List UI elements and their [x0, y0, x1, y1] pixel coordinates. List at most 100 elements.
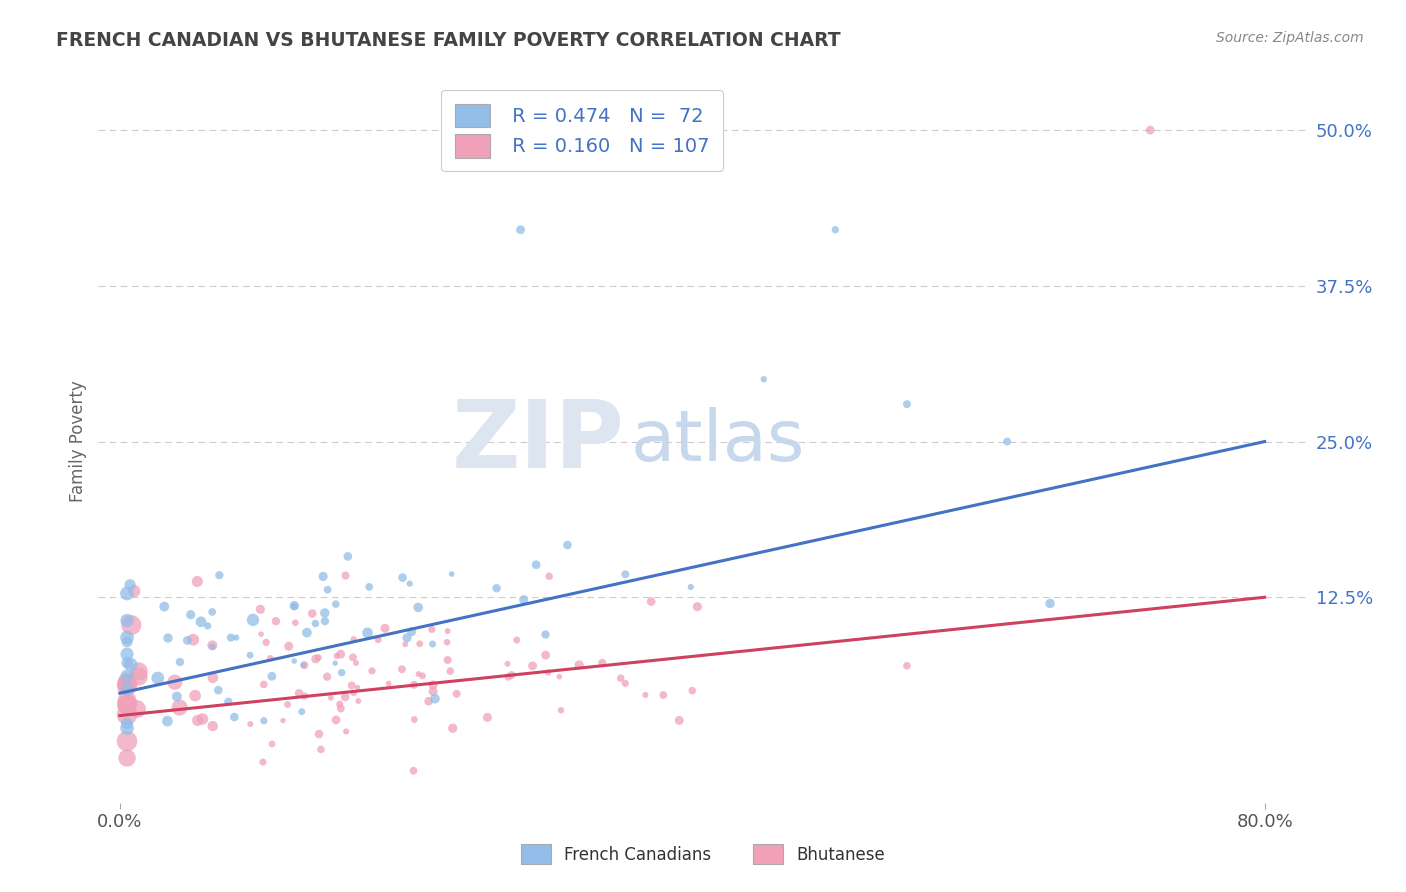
Point — [534, 627, 557, 641]
Point — [1139, 123, 1161, 137]
Text: ZIP: ZIP — [451, 395, 624, 488]
Point — [326, 648, 349, 663]
Point — [824, 223, 846, 237]
Point — [115, 677, 138, 691]
Point — [377, 676, 399, 690]
Point — [120, 657, 142, 672]
Point — [439, 664, 461, 678]
Point — [440, 567, 463, 582]
Point — [146, 671, 169, 685]
Point — [896, 397, 918, 411]
Point — [408, 667, 430, 681]
Point — [187, 714, 209, 728]
Point — [420, 623, 443, 637]
Point — [436, 635, 458, 649]
Point — [309, 742, 332, 756]
Point — [208, 568, 231, 582]
Point — [312, 569, 335, 583]
Point — [156, 631, 179, 645]
Point — [207, 683, 229, 698]
Point — [335, 724, 357, 739]
Point — [346, 681, 368, 695]
Point — [652, 688, 675, 702]
Point — [201, 719, 224, 733]
Point — [422, 678, 444, 692]
Point — [283, 599, 305, 614]
Point — [524, 558, 547, 572]
Legend:  R = 0.474   N =  72,  R = 0.160   N = 107: R = 0.474 N = 72, R = 0.160 N = 107 — [441, 90, 723, 171]
Point — [402, 764, 425, 778]
Point — [394, 637, 416, 651]
Point — [153, 599, 176, 614]
Point — [115, 682, 138, 697]
Point — [201, 640, 224, 654]
Point — [181, 632, 204, 647]
Point — [609, 671, 631, 685]
Point — [374, 621, 396, 635]
Point — [325, 713, 347, 727]
Point — [367, 632, 389, 647]
Point — [402, 678, 425, 692]
Point — [509, 223, 531, 237]
Point — [359, 580, 381, 594]
Point — [411, 669, 433, 683]
Point — [548, 670, 571, 684]
Point — [128, 665, 150, 679]
Point — [506, 633, 529, 648]
Point — [271, 714, 294, 728]
Point — [115, 751, 138, 765]
Point — [591, 656, 613, 670]
Point — [501, 668, 523, 682]
Point — [115, 694, 138, 708]
Y-axis label: Family Poverty: Family Poverty — [69, 381, 87, 502]
Point — [115, 707, 138, 722]
Point — [335, 690, 357, 704]
Point — [253, 677, 276, 691]
Point — [496, 657, 519, 671]
Point — [477, 710, 499, 724]
Point — [250, 627, 273, 641]
Point — [340, 678, 363, 692]
Point — [294, 689, 316, 703]
Point — [242, 613, 264, 627]
Point — [176, 633, 198, 648]
Point — [115, 679, 138, 693]
Point — [163, 675, 186, 690]
Point — [679, 580, 702, 594]
Point — [190, 615, 212, 629]
Point — [115, 674, 138, 689]
Point — [391, 662, 413, 676]
Point — [614, 676, 637, 690]
Point — [485, 581, 508, 595]
Point — [418, 694, 440, 708]
Point — [330, 665, 353, 680]
Point — [686, 599, 709, 614]
Point — [343, 632, 366, 647]
Point — [184, 689, 207, 703]
Point — [128, 670, 150, 684]
Point — [291, 705, 314, 719]
Point — [115, 635, 138, 649]
Point — [498, 670, 520, 684]
Point — [225, 631, 247, 645]
Point — [512, 592, 534, 607]
Point — [395, 631, 418, 645]
Point — [406, 600, 429, 615]
Point — [356, 625, 378, 640]
Point — [347, 694, 370, 708]
Point — [995, 434, 1018, 449]
Point — [276, 698, 298, 712]
Point — [253, 714, 276, 728]
Point — [308, 727, 330, 741]
Point — [391, 571, 413, 585]
Point — [436, 653, 458, 667]
Point — [342, 650, 364, 665]
Text: Source: ZipAtlas.com: Source: ZipAtlas.com — [1216, 31, 1364, 45]
Point — [277, 639, 299, 653]
Point — [335, 568, 357, 582]
Point — [752, 372, 775, 386]
Point — [288, 686, 311, 700]
Point — [325, 597, 347, 611]
Point — [323, 656, 346, 670]
Point — [115, 647, 138, 661]
